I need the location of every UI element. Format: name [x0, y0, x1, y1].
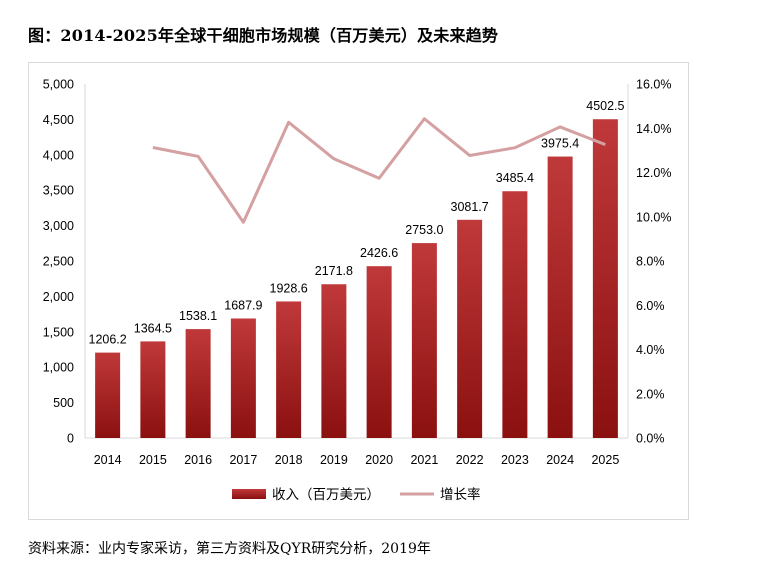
- bar: [366, 266, 392, 438]
- x-tick-label: 2019: [320, 453, 348, 467]
- left-tick-label: 2,000: [43, 290, 74, 304]
- right-tick-label: 6.0%: [636, 299, 665, 313]
- left-tick-label: 5,000: [43, 78, 74, 92]
- x-tick-label: 2015: [139, 453, 167, 467]
- left-tick-label: 500: [53, 396, 74, 410]
- chart-frame: [28, 62, 689, 520]
- bar-value-label: 2171.8: [315, 264, 353, 278]
- bar: [230, 318, 256, 438]
- right-tick-label: 12.0%: [636, 166, 671, 180]
- left-tick-label: 4,000: [43, 148, 74, 162]
- left-tick-label: 1,500: [43, 325, 74, 339]
- left-tick-label: 3,500: [43, 184, 74, 198]
- bar-value-label: 2753.0: [405, 223, 443, 237]
- x-tick-label: 2014: [94, 453, 122, 467]
- bar-value-label: 1206.2: [89, 333, 127, 347]
- bar-value-label: 3975.4: [541, 137, 579, 151]
- x-tick-label: 2023: [501, 453, 529, 467]
- bar: [95, 352, 121, 438]
- x-tick-label: 2024: [546, 453, 574, 467]
- bar-value-label: 3081.7: [451, 200, 489, 214]
- right-tick-label: 8.0%: [636, 255, 665, 269]
- bar: [411, 243, 437, 438]
- bar: [457, 219, 483, 438]
- right-tick-label: 4.0%: [636, 343, 665, 357]
- x-tick-label: 2017: [229, 453, 257, 467]
- x-tick-label: 2020: [365, 453, 393, 467]
- left-tick-label: 2,500: [43, 255, 74, 269]
- x-tick-label: 2018: [275, 453, 303, 467]
- bar-value-label: 3485.4: [496, 171, 534, 185]
- bar: [140, 341, 166, 438]
- left-tick-label: 4,500: [43, 113, 74, 127]
- bar-value-label: 4502.5: [586, 99, 624, 113]
- bar: [547, 156, 573, 438]
- bar-value-label: 2426.6: [360, 246, 398, 260]
- legend-bar-label: 收入（百万美元）: [272, 487, 380, 503]
- bar-value-label: 1364.5: [134, 321, 172, 335]
- left-tick-label: 0: [67, 432, 74, 446]
- growth-rate-line: [152, 117, 606, 224]
- x-tick-label: 2016: [184, 453, 212, 467]
- legend-line-label: 增长率: [440, 486, 481, 503]
- bar: [276, 301, 302, 438]
- x-tick-label: 2021: [410, 453, 438, 467]
- x-tick-label: 2022: [456, 453, 484, 467]
- bar-value-label: 1538.1: [179, 309, 217, 323]
- bar: [185, 329, 211, 438]
- right-tick-label: 0.0%: [636, 432, 665, 446]
- bar: [321, 284, 347, 438]
- right-tick-label: 2.0%: [636, 387, 665, 401]
- bar-value-label: 1928.6: [270, 281, 308, 295]
- source-note: 资料来源：业内专家采访，第三方资料及QYR研究分析，2019年: [28, 541, 431, 557]
- bar: [502, 191, 528, 438]
- right-tick-label: 10.0%: [636, 210, 671, 224]
- bar: [592, 119, 618, 439]
- chart-title: 图：2014-2025年全球干细胞市场规模（百万美元）及未来趋势: [28, 26, 499, 45]
- bar-value-label: 1687.9: [224, 298, 262, 312]
- left-tick-label: 1,000: [43, 361, 74, 375]
- legend-bar-swatch: [232, 489, 266, 499]
- right-tick-label: 16.0%: [636, 78, 671, 92]
- left-tick-label: 3,000: [43, 219, 74, 233]
- x-tick-label: 2025: [591, 453, 619, 467]
- right-tick-label: 14.0%: [636, 122, 671, 136]
